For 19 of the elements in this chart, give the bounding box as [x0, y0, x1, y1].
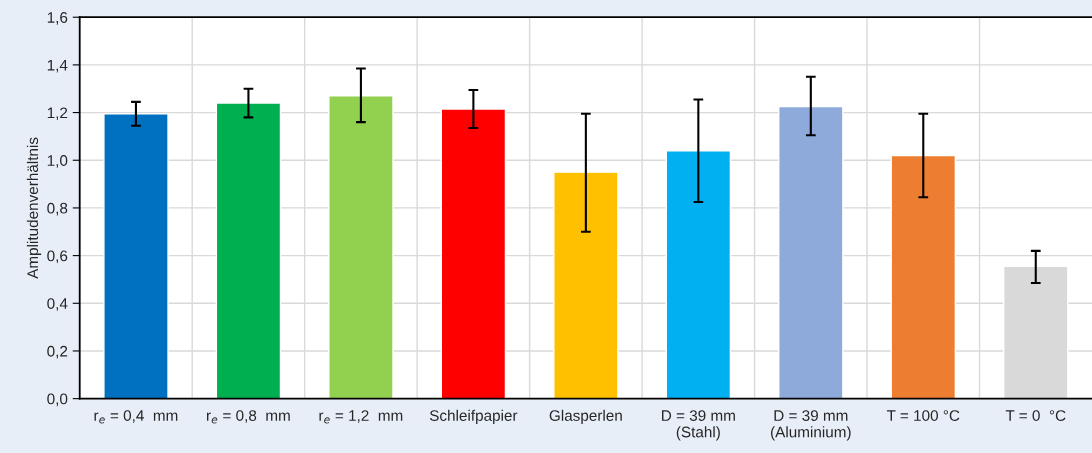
y-axis-title: Amplitudenverhältnis — [26, 137, 42, 279]
x-tick-label: D = 39 mm (Stahl) — [662, 410, 735, 441]
x-tick-label: r$_{e}$ = 0,8 mm — [206, 410, 290, 424]
x-tick-label: Schleifpapier — [429, 409, 518, 424]
x-tick-label: r$_{e}$ = 1,2 mm — [319, 410, 403, 424]
x-tick-label: T = 0 °C — [1005, 410, 1066, 421]
x-tick-label: T = 100 °C — [886, 410, 960, 421]
y-tick-label: 1,0 — [47, 155, 68, 168]
y-tick-label: 1,6 — [47, 12, 68, 25]
y-tick-label: 0,6 — [47, 250, 68, 264]
y-tick-label: 1,2 — [47, 107, 68, 121]
y-tick-label: 0,0 — [47, 393, 68, 407]
y-tick-label: 0,4 — [47, 298, 68, 311]
x-tick-label: Glasperlen — [549, 409, 622, 424]
y-tick-label: 1,4 — [47, 59, 68, 73]
y-tick-label: 0,8 — [47, 202, 68, 216]
x-tick-label: D = 39 mm (Aluminium) — [771, 410, 851, 441]
y-tick-label: 0,2 — [47, 345, 68, 359]
x-tick-label: r$_{e}$ = 0,4 mm — [94, 410, 178, 424]
